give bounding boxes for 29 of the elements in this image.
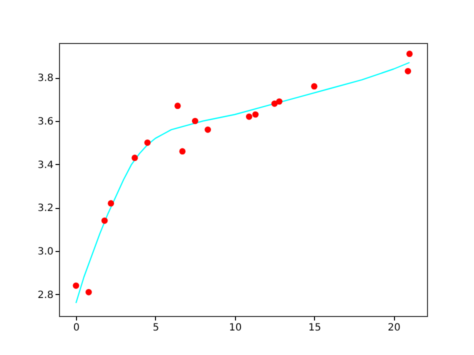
x-tick-label: 5 <box>152 322 160 334</box>
point <box>132 154 138 161</box>
point <box>72 282 80 289</box>
point <box>252 111 259 118</box>
point <box>404 68 412 74</box>
point <box>144 140 151 146</box>
point <box>271 100 278 107</box>
x-tick-label: 15 <box>308 322 322 334</box>
point <box>108 200 114 206</box>
point <box>192 118 198 124</box>
x-tick-label: 10 <box>228 322 242 334</box>
point <box>406 50 413 57</box>
point <box>174 102 181 109</box>
point <box>86 289 92 296</box>
y-tick-label: 3.4 <box>38 160 54 171</box>
point <box>246 114 252 120</box>
y-tick-label: 3.8 <box>38 73 54 84</box>
x-tick-label: 0 <box>73 322 80 334</box>
line-series <box>75 62 410 304</box>
point <box>101 218 108 224</box>
point <box>276 98 282 105</box>
point <box>204 126 211 133</box>
y-tick-label: 3.6 <box>38 116 54 128</box>
point <box>179 148 186 154</box>
y-tick-label: 2.8 <box>38 290 54 301</box>
x-tick-label: 20 <box>388 322 401 334</box>
point <box>311 83 318 90</box>
y-tick-label: 3.2 <box>38 203 54 214</box>
y-tick-label: 3.0 <box>38 246 54 258</box>
